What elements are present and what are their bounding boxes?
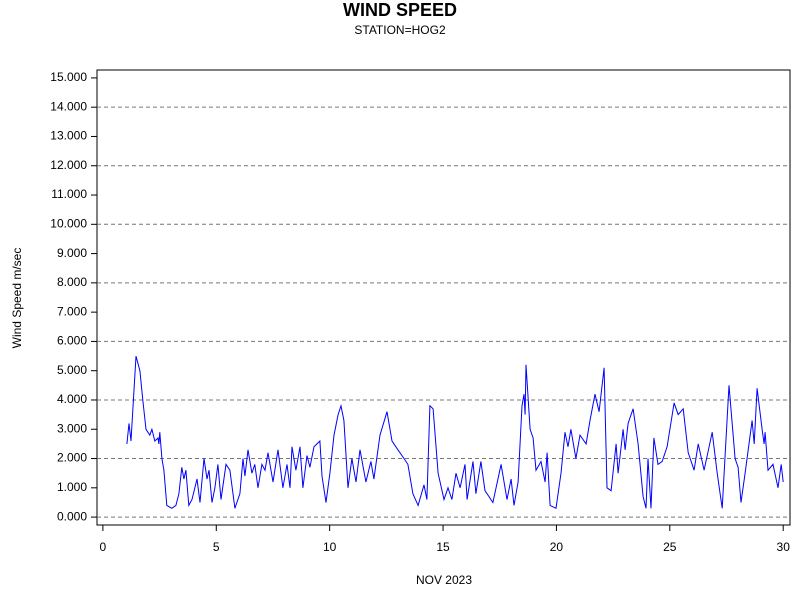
x-axis-label: NOV 2023	[416, 573, 472, 587]
y-tick-label: 12.000	[50, 158, 87, 172]
x-tick-label: 25	[663, 540, 677, 554]
y-tick-label: 15.000	[50, 70, 87, 84]
y-tick-label: 2.000	[57, 451, 87, 465]
y-tick-label: 13.000	[50, 129, 87, 143]
y-tick-label: 4.000	[57, 392, 87, 406]
plot-frame	[96, 69, 791, 526]
y-axis-label: Wind Speed m/sec	[10, 248, 24, 349]
y-tick-label: 7.000	[57, 304, 87, 318]
y-tick-label: 10.000	[50, 216, 87, 230]
x-tick-label: 30	[777, 540, 791, 554]
y-tick-label: 1.000	[57, 480, 87, 494]
y-tick-label: 9.000	[57, 246, 87, 260]
y-tick-label: 14.000	[50, 99, 87, 113]
chart-title: WIND SPEED	[343, 0, 457, 20]
y-tick-label: 8.000	[57, 275, 87, 289]
y-tick-label: 5.000	[57, 363, 87, 377]
x-tick-label: 15	[436, 540, 450, 554]
x-tick-label: 5	[213, 540, 220, 554]
y-tick-label: 11.000	[51, 187, 87, 201]
wind-speed-line	[126, 355, 784, 510]
chart-subtitle: STATION=HOG2	[354, 23, 446, 37]
x-tick-label: 20	[550, 540, 564, 554]
y-tick-label: 0.000	[57, 509, 87, 523]
x-tick-label: 10	[323, 540, 337, 554]
x-tick-label: 0	[100, 540, 107, 554]
y-tick-label: 6.000	[57, 334, 87, 348]
y-tick-label: 3.000	[57, 421, 87, 435]
